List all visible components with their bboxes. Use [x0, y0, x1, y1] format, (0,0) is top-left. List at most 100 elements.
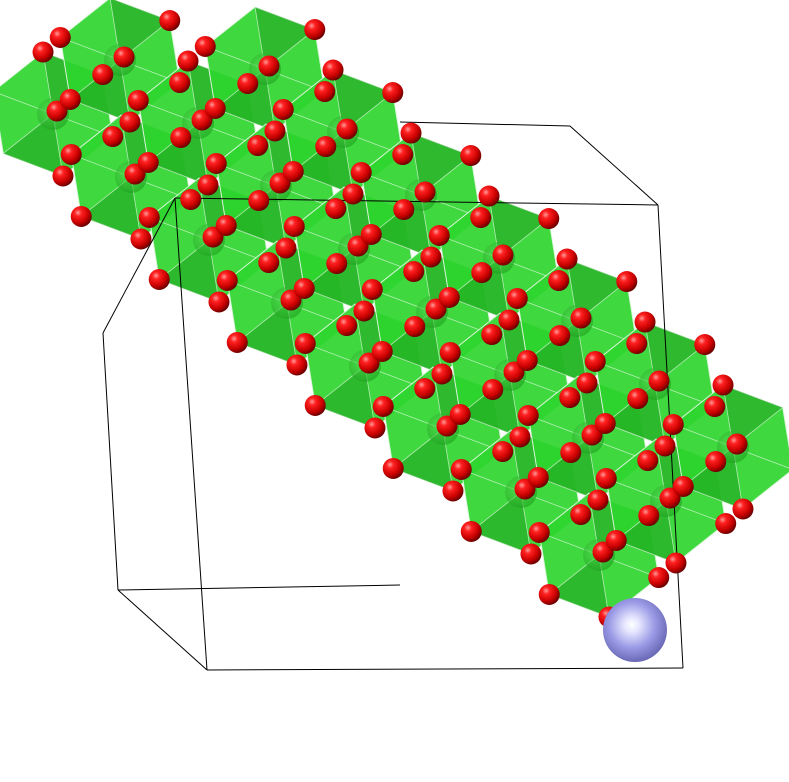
oxygen-atom[interactable]	[428, 224, 450, 246]
oxygen-atom[interactable]	[304, 394, 326, 416]
oxygen-atom[interactable]	[492, 244, 514, 266]
oxygen-atom[interactable]	[148, 268, 170, 290]
oxygen-atom[interactable]	[272, 98, 294, 120]
oxygen-atom[interactable]	[648, 567, 670, 589]
oxygen-atom[interactable]	[576, 372, 598, 394]
oxygen-atom[interactable]	[662, 413, 684, 435]
oxygen-atom[interactable]	[439, 341, 461, 363]
oxygen-atom[interactable]	[258, 55, 280, 77]
oxygen-atom[interactable]	[549, 325, 571, 347]
oxygen-atom[interactable]	[294, 332, 316, 354]
oxygen-atom[interactable]	[626, 333, 648, 355]
oxygen-atom[interactable]	[382, 457, 404, 479]
oxygen-atom[interactable]	[460, 145, 482, 167]
oxygen-atom[interactable]	[392, 144, 414, 166]
oxygen-atom[interactable]	[325, 198, 347, 220]
oxygen-atom[interactable]	[517, 404, 539, 426]
oxygen-atom[interactable]	[726, 433, 748, 455]
oxygen-atom[interactable]	[672, 475, 694, 497]
oxygen-atom[interactable]	[205, 152, 227, 174]
oxygen-atom[interactable]	[342, 183, 364, 205]
oxygen-atom[interactable]	[52, 165, 74, 187]
oxygen-atom[interactable]	[570, 307, 592, 329]
oxygen-atom[interactable]	[264, 120, 286, 142]
oxygen-atom[interactable]	[570, 504, 592, 526]
oxygen-atom[interactable]	[314, 81, 336, 103]
oxygen-atom[interactable]	[460, 520, 482, 542]
oxygen-atom[interactable]	[616, 271, 638, 293]
oxygen-atom[interactable]	[215, 214, 237, 236]
oxygen-atom[interactable]	[634, 311, 656, 333]
oxygen-atom[interactable]	[216, 269, 238, 291]
oxygen-atom[interactable]	[470, 207, 492, 229]
oxygen-atom[interactable]	[627, 388, 649, 410]
oxygen-atom[interactable]	[371, 340, 393, 362]
oxygen-atom[interactable]	[32, 41, 54, 63]
oxygen-atom[interactable]	[283, 215, 305, 237]
oxygen-atom[interactable]	[527, 466, 549, 488]
oxygen-atom[interactable]	[315, 136, 337, 158]
oxygen-atom[interactable]	[481, 324, 503, 346]
oxygen-atom[interactable]	[498, 309, 520, 331]
oxygen-atom[interactable]	[403, 261, 425, 283]
oxygen-atom[interactable]	[336, 118, 358, 140]
oxygen-atom[interactable]	[556, 248, 578, 270]
oxygen-atom[interactable]	[559, 387, 581, 409]
oxygen-atom[interactable]	[137, 151, 159, 173]
oxygen-atom[interactable]	[194, 35, 216, 57]
oxygen-atom[interactable]	[60, 143, 82, 165]
oxygen-atom[interactable]	[282, 160, 304, 182]
oxygen-atom[interactable]	[102, 126, 124, 148]
oxygen-atom[interactable]	[560, 442, 582, 464]
oxygen-atom[interactable]	[492, 441, 514, 463]
oxygen-atom[interactable]	[654, 435, 676, 457]
oxygen-atom[interactable]	[528, 521, 550, 543]
oxygen-atom[interactable]	[92, 64, 114, 86]
oxygen-atom[interactable]	[605, 529, 627, 551]
oxygen-atom[interactable]	[326, 253, 348, 275]
oxygen-atom[interactable]	[715, 513, 737, 535]
oxygen-atom[interactable]	[471, 262, 493, 284]
oxygen-atom[interactable]	[516, 349, 538, 371]
oxygen-atom[interactable]	[665, 552, 687, 574]
oxygen-atom[interactable]	[637, 450, 659, 472]
oxygen-atom[interactable]	[382, 82, 404, 104]
oxygen-atom[interactable]	[275, 237, 297, 259]
oxygen-atom[interactable]	[353, 300, 375, 322]
oxygen-atom[interactable]	[169, 72, 191, 94]
oxygen-atom[interactable]	[208, 291, 230, 313]
oxygen-atom[interactable]	[130, 228, 152, 250]
oxygen-atom[interactable]	[482, 379, 504, 401]
oxygen-atom[interactable]	[420, 246, 442, 268]
oxygen-atom[interactable]	[587, 489, 609, 511]
oxygen-atom[interactable]	[336, 315, 358, 337]
oxygen-atom[interactable]	[431, 363, 453, 385]
oxygen-atom[interactable]	[304, 19, 326, 41]
oxygen-atom[interactable]	[438, 286, 460, 308]
oxygen-atom[interactable]	[414, 378, 436, 400]
oxygen-atom[interactable]	[372, 395, 394, 417]
oxygen-atom[interactable]	[204, 97, 226, 119]
oxygen-atom[interactable]	[350, 161, 372, 183]
oxygen-atom[interactable]	[595, 467, 617, 489]
oxygen-atom[interactable]	[119, 111, 141, 133]
oxygen-atom[interactable]	[705, 451, 727, 473]
oxygen-atom[interactable]	[247, 135, 269, 157]
oxygen-atom[interactable]	[712, 374, 734, 396]
oxygen-atom[interactable]	[361, 278, 383, 300]
oxygen-atom[interactable]	[177, 50, 199, 72]
oxygen-atom[interactable]	[548, 270, 570, 292]
oxygen-atom[interactable]	[159, 10, 181, 32]
oxygen-atom[interactable]	[286, 354, 308, 376]
oxygen-atom[interactable]	[414, 181, 436, 203]
oxygen-atom[interactable]	[638, 505, 660, 527]
oxygen-atom[interactable]	[180, 189, 202, 211]
oxygen-atom[interactable]	[237, 73, 259, 95]
oxygen-atom[interactable]	[49, 26, 71, 48]
oxygen-atom[interactable]	[694, 334, 716, 356]
oxygen-atom[interactable]	[322, 59, 344, 81]
oxygen-atom[interactable]	[293, 277, 315, 299]
oxygen-atom[interactable]	[594, 412, 616, 434]
